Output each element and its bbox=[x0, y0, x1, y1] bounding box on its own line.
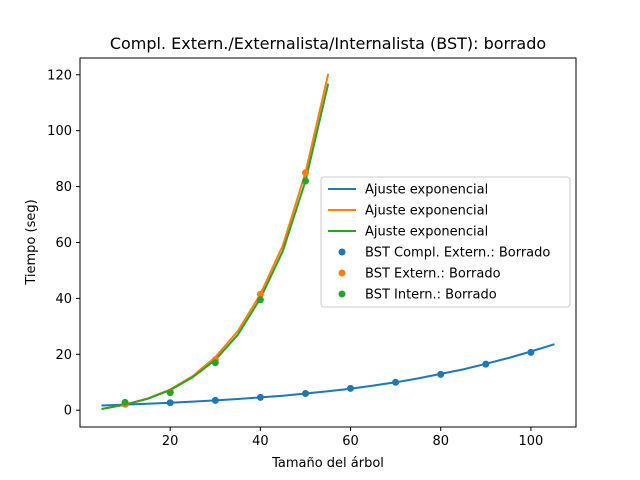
x-axis-label: Tamaño del árbol bbox=[271, 456, 384, 471]
legend-marker-swatch bbox=[338, 248, 346, 256]
x-tick-label: 40 bbox=[252, 434, 269, 449]
x-tick-label: 100 bbox=[518, 434, 543, 449]
x-tick-label: 20 bbox=[162, 434, 179, 449]
y-tick-label: 20 bbox=[55, 348, 72, 363]
data-point-series-1 bbox=[166, 399, 174, 407]
data-point-series-1 bbox=[302, 390, 309, 397]
y-tick-label: 120 bbox=[47, 68, 72, 83]
data-point-series-3 bbox=[256, 296, 264, 304]
y-tick-label: 60 bbox=[55, 236, 72, 251]
data-point-series-1 bbox=[347, 384, 354, 392]
data-point-series-1 bbox=[527, 348, 535, 356]
data-point-series-2 bbox=[256, 290, 264, 298]
data-point-series-1 bbox=[437, 370, 445, 378]
axis-ticks: 20 40 60 80 100 0 20 40 60 80 100 120 bbox=[47, 68, 543, 449]
y-tick-label: 40 bbox=[55, 292, 72, 307]
plot-area bbox=[101, 73, 555, 410]
legend-marker-swatch bbox=[338, 269, 346, 277]
legend-marker-swatch bbox=[338, 290, 346, 298]
y-axis-label: Tiempo (seg) bbox=[24, 199, 39, 285]
chart-title: Compl. Extern./Externalista/Internalista… bbox=[110, 34, 546, 53]
x-tick-label: 80 bbox=[432, 434, 449, 449]
data-point-series-2 bbox=[302, 169, 309, 177]
legend-entry-label: BST Extern.: Borrado bbox=[365, 267, 501, 282]
data-point-series-3 bbox=[211, 359, 219, 367]
y-tick-label: 0 bbox=[64, 404, 72, 419]
data-point-series-3 bbox=[302, 177, 309, 185]
legend-entry-label: BST Intern.: Borrado bbox=[365, 288, 497, 303]
legend-box bbox=[320, 176, 571, 308]
legend-entry-label: Ajuste exponencial bbox=[365, 225, 488, 240]
data-point-series-1 bbox=[211, 396, 219, 404]
data-point-series-1 bbox=[256, 393, 264, 401]
data-point-series-3 bbox=[121, 398, 129, 406]
y-tick-label: 100 bbox=[47, 124, 72, 139]
data-point-series-1 bbox=[482, 360, 490, 368]
x-tick-label: 60 bbox=[342, 434, 359, 449]
legend-entry-label: BST Compl. Extern.: Borrado bbox=[365, 246, 550, 261]
fit-line-1 bbox=[101, 343, 555, 407]
y-tick-label: 80 bbox=[55, 180, 72, 195]
data-point-series-1 bbox=[392, 378, 400, 386]
legend: Ajuste exponencial Ajuste exponencial Ajus… bbox=[320, 176, 571, 308]
data-point-series-3 bbox=[166, 389, 174, 397]
legend-entry-label: Ajuste exponencial bbox=[365, 183, 488, 198]
legend-entry-label: Ajuste exponencial bbox=[365, 204, 488, 219]
